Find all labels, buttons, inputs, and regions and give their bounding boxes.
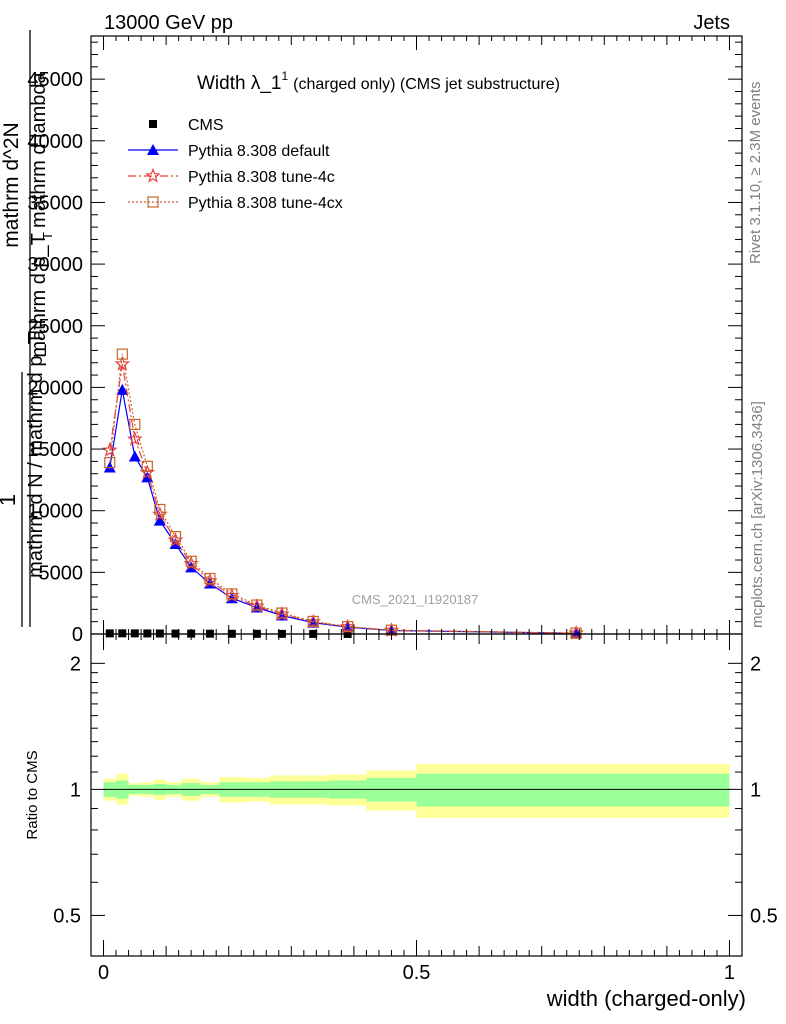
data-point <box>204 572 216 585</box>
legend-label: Pythia 8.308 default <box>188 143 330 160</box>
legend-label: Pythia 8.308 tune-4c <box>188 169 335 186</box>
data-point <box>130 629 139 638</box>
legend-item: Pythia 8.308 tune-4c <box>128 167 335 186</box>
data-point <box>116 348 128 360</box>
data-point <box>307 615 319 628</box>
data-point <box>251 599 263 611</box>
data-point <box>141 471 154 483</box>
legend-item: Pythia 8.308 default <box>128 143 330 160</box>
y-tick-label: 15000 <box>27 439 83 461</box>
legend-marker <box>149 120 157 128</box>
ratio-plot: 0.5 0.51 12 2 0 0.5 1 <box>53 633 778 984</box>
y-tick-label: 45000 <box>27 69 83 91</box>
x-axis-ticks: 0 0.5 1 <box>98 634 735 984</box>
data-point <box>570 627 582 639</box>
y-label-top: mathrm d^2N <box>0 122 23 247</box>
header-right-label: Jets <box>693 12 730 34</box>
y-label-numerator: 1 <box>0 494 20 506</box>
y-tick-label: 5000 <box>39 562 84 584</box>
y-label-subscript: T <box>40 232 55 240</box>
ratio-y-tick-label-right: 1 <box>750 779 761 801</box>
y-tick-label: 10000 <box>27 501 83 523</box>
main-data-layer <box>102 348 584 640</box>
y-tick-label: 25000 <box>27 316 83 338</box>
y-label-denominator: mathrm d N / mathrm d p_T <box>25 332 47 578</box>
y-tick-label: 0 <box>72 624 83 646</box>
data-point <box>128 450 141 462</box>
legend: CMS Pythia 8.308 default Pythia 8.308 tune… <box>128 117 343 212</box>
ratio-y-label: Ratio to CMS <box>24 750 41 839</box>
x-tick-label: 1 <box>724 962 735 984</box>
series-3 <box>104 348 582 639</box>
ratio-y-tick-label-right: 2 <box>750 653 761 675</box>
plot-title: Width λ_11 (charged only) (CMS jet substr… <box>197 69 560 94</box>
plot-title-sub: (charged only) (CMS jet substructure) <box>293 76 560 93</box>
data-point <box>153 514 166 526</box>
main-y-ticks: 0 5000 10000 15000 20000 25000 30000 35000 40000… <box>27 36 742 646</box>
data-point <box>342 621 354 633</box>
legend-marker <box>145 167 161 183</box>
data-point <box>118 629 127 638</box>
data-point <box>116 383 129 395</box>
legend-item: Pythia 8.308 tune-4cx <box>128 195 343 212</box>
ratio-bands <box>103 763 730 818</box>
ratio-y-tick-label: 0.5 <box>53 905 81 927</box>
data-point <box>114 355 131 371</box>
y-tick-label: 30000 <box>27 254 83 276</box>
ratio-inner-band <box>416 773 730 807</box>
analysis-watermark: CMS_2021_I1920187 <box>352 592 479 607</box>
ratio-plot-frame <box>90 633 743 957</box>
ratio-y-tick-label: 2 <box>70 653 81 675</box>
legend-marker <box>147 144 159 155</box>
data-point <box>185 555 197 567</box>
data-point <box>104 457 116 469</box>
data-point <box>127 431 143 446</box>
header-left-label: 13000 GeV pp <box>104 12 233 34</box>
legend-item: CMS <box>149 117 224 134</box>
y-label-bottom: mathrm d p_T mathrm d lambda <box>28 71 50 357</box>
x-axis-label: width (charged-only) <box>546 986 746 1011</box>
legend-label: Pythia 8.308 tune-4cx <box>188 195 343 212</box>
data-point <box>105 629 114 638</box>
x-tick-label: 0.5 <box>403 962 431 984</box>
plot-title-superscript: 1 <box>281 69 288 83</box>
data-point <box>226 588 238 600</box>
y-tick-label: 40000 <box>27 131 83 153</box>
data-point <box>102 442 118 457</box>
side-label-bottom: mcplots.cern.ch [arXiv:1306.3436] <box>749 401 766 628</box>
data-point <box>169 530 182 543</box>
ratio-y-ticks: 0.5 0.5 1 1 2 2 <box>53 653 778 927</box>
data-point <box>141 460 153 472</box>
data-point <box>276 607 288 619</box>
data-point <box>154 503 166 516</box>
legend-label: CMS <box>188 117 224 134</box>
ratio-y-tick-label: 1 <box>70 779 81 801</box>
side-label-top: Rivet 3.1.10, ≥ 2.3M events <box>747 82 764 265</box>
y-tick-label: 35000 <box>27 192 83 214</box>
main-y-axis-label: 1 mathrm d N / mathrm d p_T mathrm d^2N … <box>0 30 55 627</box>
series-line <box>109 363 577 634</box>
plot-title-main: Width λ_1 <box>197 73 281 94</box>
y-tick-label: 20000 <box>27 377 83 399</box>
data-point <box>129 418 141 430</box>
x-tick-label: 0 <box>98 962 109 984</box>
legend-marker <box>147 196 159 208</box>
ratio-y-tick-label-right: 0.5 <box>750 905 778 927</box>
